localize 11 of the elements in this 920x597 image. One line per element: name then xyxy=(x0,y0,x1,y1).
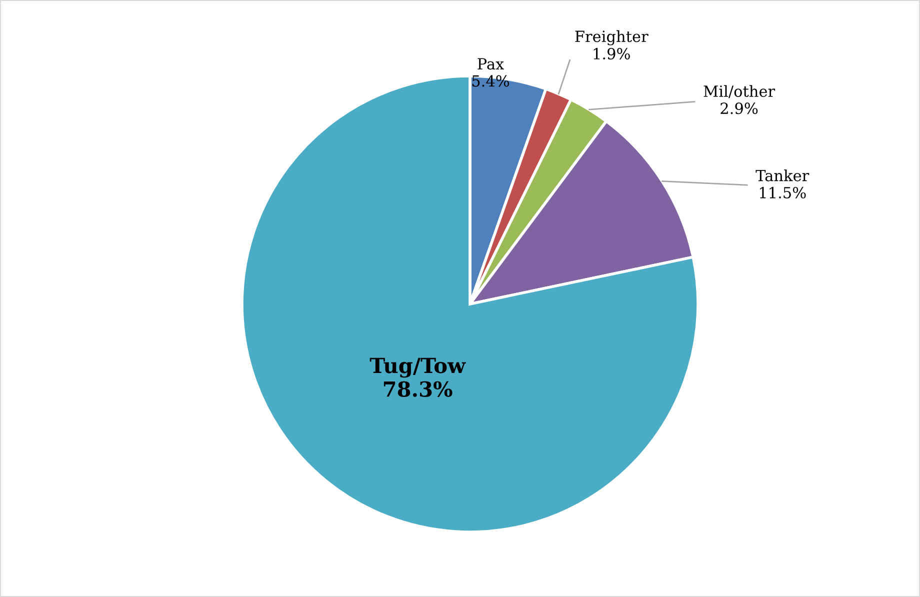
data-label: 2.9% xyxy=(720,102,758,114)
slice-label: Freighter xyxy=(575,30,648,46)
pie-slice xyxy=(240,74,700,534)
data-label: 1.9% xyxy=(594,48,630,60)
data-label: 11.5% xyxy=(760,186,806,198)
slice-label: Tanker xyxy=(756,169,810,182)
slice-label: Mil/other xyxy=(704,85,776,98)
slice-label: Pax xyxy=(478,58,504,70)
slice-label: Tug/Tow xyxy=(370,358,466,378)
data-label: 5.4% xyxy=(472,75,510,87)
data-label: 78.3% xyxy=(384,381,452,397)
